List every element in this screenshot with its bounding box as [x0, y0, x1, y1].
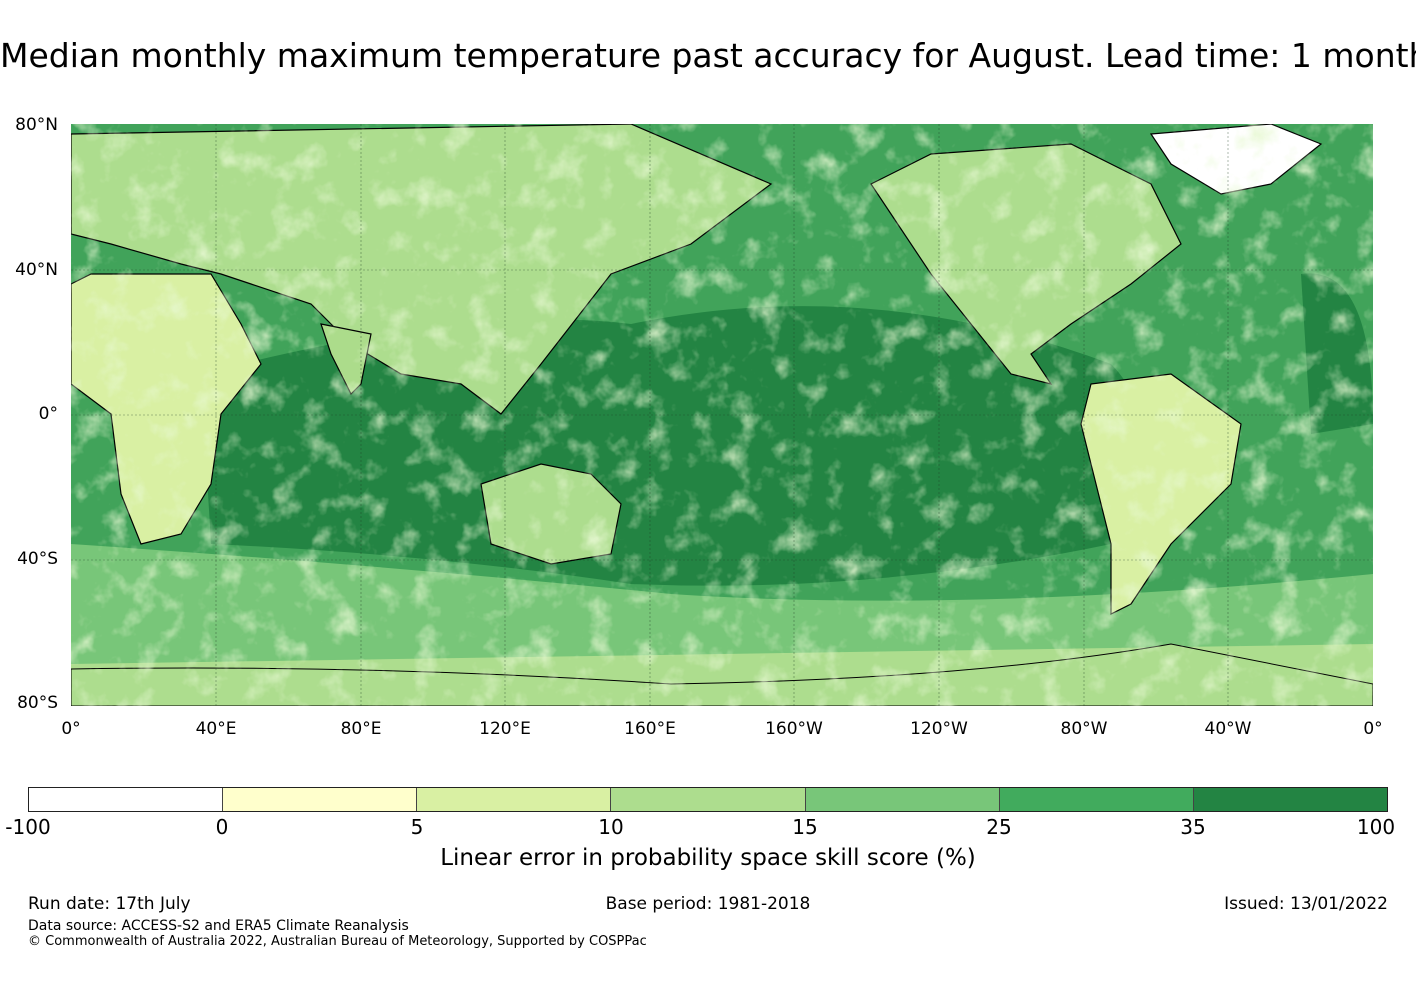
lon-label-120w: 120°W: [910, 719, 968, 739]
base-period: Base period: 1981-2018: [605, 894, 811, 914]
colorbar-tick: 0: [215, 815, 229, 839]
lat-label-40n: 40°N: [15, 260, 58, 280]
lon-label-160w: 160°W: [765, 719, 823, 739]
lon-label-120e: 120°E: [479, 719, 531, 739]
colorbar-segment: [611, 788, 806, 811]
colorbar-segment: [223, 788, 418, 811]
lon-label-0-east: 0°: [1363, 719, 1383, 739]
graticule: [71, 124, 1373, 706]
colorbar-tick: 10: [598, 815, 624, 839]
issued-date: Issued: 13/01/2022: [1224, 894, 1388, 914]
lon-label-80w: 80°W: [1060, 719, 1108, 739]
colorbar-segment: [29, 788, 224, 811]
lat-label-80n: 80°N: [15, 115, 58, 135]
map-title: Median monthly maximum temperature past …: [0, 36, 1416, 75]
skill-score-map: [71, 124, 1373, 706]
skill-field-texture: [71, 124, 1373, 706]
copyright: © Commonwealth of Australia 2022, Austra…: [28, 934, 647, 949]
lon-label-80e: 80°E: [340, 719, 382, 739]
colorbar-tick: -100: [5, 815, 51, 839]
colorbar: [28, 787, 1388, 812]
lon-label-40w: 40°W: [1204, 719, 1252, 739]
colorbar-tick: 15: [792, 815, 818, 839]
colorbar-tick: 100: [1356, 815, 1396, 839]
data-source: Data source: ACCESS-S2 and ERA5 Climate …: [28, 918, 409, 934]
colorbar-segment: [417, 788, 612, 811]
run-date: Run date: 17th July: [28, 894, 191, 914]
lat-label-0: 0°: [38, 404, 58, 424]
map-canvas: [71, 124, 1373, 706]
lon-label-160e: 160°E: [624, 719, 676, 739]
colorbar-tick: 35: [1180, 815, 1206, 839]
colorbar-segment: [1193, 788, 1387, 811]
lon-label-40e: 40°E: [195, 719, 237, 739]
lon-label-0-west: 0°: [61, 719, 81, 739]
colorbar-segment: [999, 788, 1194, 811]
lat-label-40s: 40°S: [17, 549, 58, 569]
colorbar-tick: 5: [410, 815, 424, 839]
colorbar-tick: 25: [986, 815, 1012, 839]
colorbar-segment: [805, 788, 1000, 811]
colorbar-label: Linear error in probability space skill …: [440, 845, 976, 871]
lat-label-80s: 80°S: [17, 693, 58, 713]
